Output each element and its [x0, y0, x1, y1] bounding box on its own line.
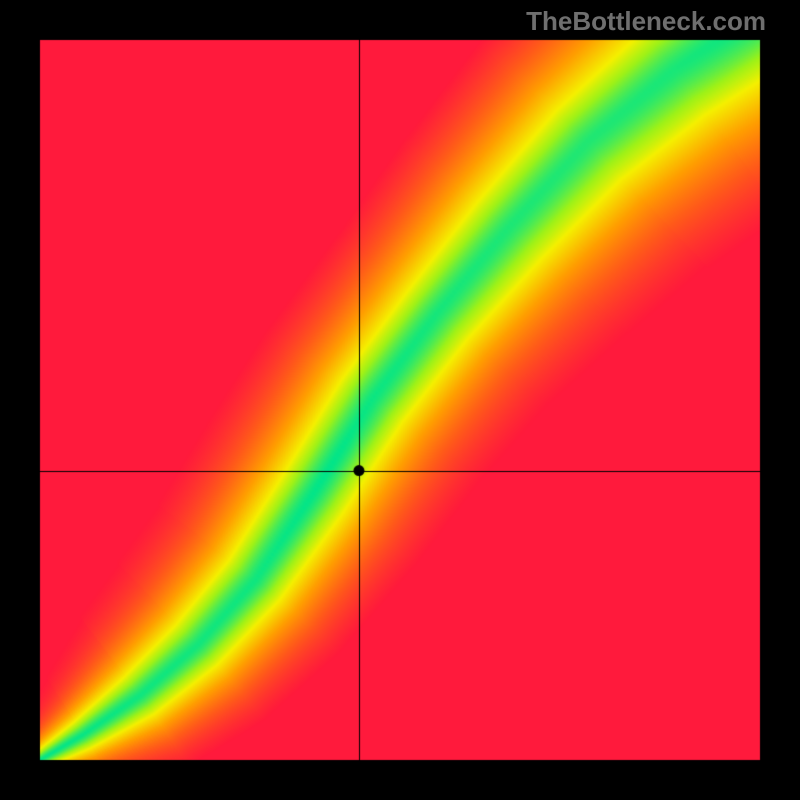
watermark-text: TheBottleneck.com: [526, 6, 766, 37]
bottleneck-heatmap: [0, 0, 800, 800]
